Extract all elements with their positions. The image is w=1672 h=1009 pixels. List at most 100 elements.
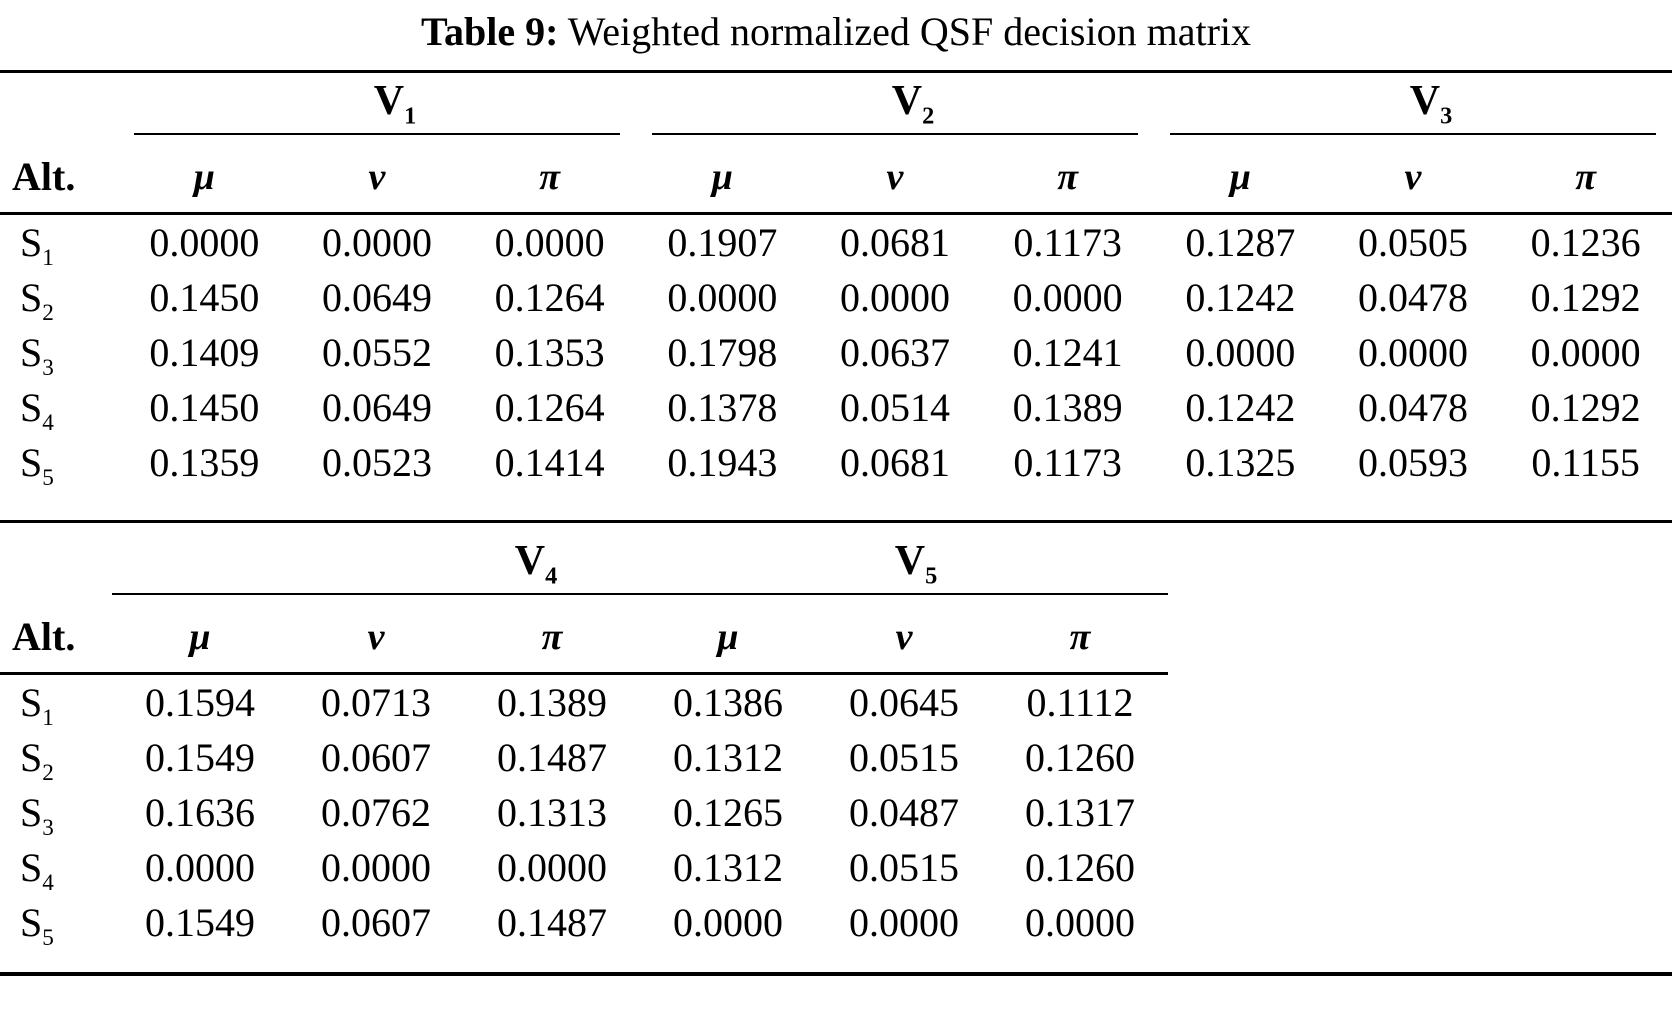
value-cell: 0.1487 (497, 900, 607, 945)
value-cell: 0.1264 (494, 385, 605, 430)
value-cell: 0.1312 (673, 845, 783, 890)
value-cell: 0.1409 (149, 330, 260, 375)
row-label-fraktur-S: S4 (20, 845, 54, 896)
row-label-fraktur-S: S4 (20, 385, 54, 436)
value-cell: 0.0000 (1530, 330, 1641, 375)
col-header-greek: π (464, 595, 640, 675)
value-cell: 0.0681 (839, 220, 950, 265)
col-header-greek: μ (636, 135, 809, 215)
value-cell: 0.0552 (321, 330, 432, 375)
value-cell: 0.0000 (145, 845, 255, 890)
value-cell: 0.1264 (494, 275, 605, 320)
value-cell: 0.1594 (145, 680, 255, 725)
value-cell: 0.1265 (673, 790, 783, 835)
decision-matrix-table-lower: V4 V5 Alt. μ ν π μ ν π S1 0.1594 0.0713 … (0, 535, 1672, 976)
value-cell: 0.0607 (321, 900, 431, 945)
value-cell: 0.1313 (497, 790, 607, 835)
value-cell: 0.1112 (1026, 680, 1134, 725)
value-cell: 0.0000 (667, 275, 778, 320)
col-header-greek: π (981, 135, 1154, 215)
value-cell: 0.1292 (1530, 385, 1641, 430)
table-caption-text: Weighted normalized QSF decision matrix (567, 9, 1252, 54)
value-cell: 0.1386 (673, 680, 783, 725)
col-header-greek: μ (640, 595, 816, 675)
value-cell: 0.1287 (1185, 220, 1296, 265)
value-cell: 0.1450 (149, 385, 260, 430)
alt-column-header: Alt. (0, 595, 112, 675)
value-cell: 0.1173 (1013, 440, 1122, 485)
group-header-fraktur-V1: V1 (118, 75, 636, 135)
col-header-greek: μ (1154, 135, 1327, 215)
value-cell: 0.0523 (321, 440, 432, 485)
col-header-greek: ν (816, 595, 992, 675)
value-cell: 0.1636 (145, 790, 255, 835)
col-header-greek: ν (1326, 135, 1500, 215)
value-cell: 0.0487 (849, 790, 959, 835)
table-caption: Table 9: Weighted normalized QSF decisio… (0, 0, 1672, 56)
col-header-greek: μ (118, 135, 291, 215)
value-cell: 0.0000 (321, 845, 431, 890)
value-cell: 0.0000 (1185, 330, 1296, 375)
value-cell: 0.0515 (849, 845, 959, 890)
col-header-greek: ν (288, 595, 464, 675)
value-cell: 0.1242 (1185, 275, 1296, 320)
value-cell: 0.0514 (839, 385, 950, 430)
value-cell: 0.0000 (321, 220, 432, 265)
value-cell: 0.0478 (1357, 385, 1468, 430)
value-cell: 0.1907 (667, 220, 778, 265)
row-label-fraktur-S: S1 (20, 680, 54, 731)
value-cell: 0.1943 (667, 440, 778, 485)
row-label-fraktur-S: S2 (20, 275, 54, 326)
value-cell: 0.1389 (1012, 385, 1123, 430)
value-cell: 0.0000 (673, 900, 783, 945)
value-cell: 0.1389 (497, 680, 607, 725)
value-cell: 0.1173 (1013, 220, 1122, 265)
value-cell: 0.0637 (839, 330, 950, 375)
value-cell: 0.0649 (321, 275, 432, 320)
value-cell: 0.0000 (1025, 900, 1135, 945)
alt-column-header: Alt. (0, 135, 118, 215)
value-cell: 0.1236 (1530, 220, 1641, 265)
value-cell: 0.0762 (321, 790, 431, 835)
value-cell: 0.1359 (149, 440, 260, 485)
value-cell: 0.1353 (494, 330, 605, 375)
value-cell: 0.0505 (1357, 220, 1468, 265)
col-header-greek: ν (808, 135, 982, 215)
value-cell: 0.1549 (145, 900, 255, 945)
value-cell: 0.0000 (497, 845, 607, 890)
value-cell: 0.1487 (497, 735, 607, 780)
value-cell: 0.0713 (321, 680, 431, 725)
value-cell: 0.1450 (149, 275, 260, 320)
group-header-fraktur-V2: V2 (636, 75, 1154, 135)
value-cell: 0.1260 (1025, 735, 1135, 780)
value-cell: 0.1414 (494, 440, 605, 485)
value-cell: 0.1242 (1185, 385, 1296, 430)
value-cell: 0.0000 (1357, 330, 1468, 375)
row-label-fraktur-S: S5 (20, 900, 54, 951)
value-cell: 0.1798 (667, 330, 778, 375)
value-cell: 0.0000 (839, 275, 950, 320)
row-label-fraktur-S: S1 (20, 220, 54, 271)
value-cell: 0.1312 (673, 735, 783, 780)
row-label-fraktur-S: S5 (20, 440, 54, 491)
group-header-band: V4 V5 (112, 535, 1168, 595)
value-cell: 0.0478 (1357, 275, 1468, 320)
group-header-fraktur-V4: V4 (514, 538, 558, 590)
value-cell: 0.0681 (839, 440, 950, 485)
row-label-fraktur-S: S2 (20, 735, 54, 786)
value-cell: 0.0593 (1357, 440, 1468, 485)
value-cell: 0.1317 (1025, 790, 1135, 835)
value-cell: 0.0515 (849, 735, 959, 780)
value-cell: 0.1155 (1531, 440, 1640, 485)
col-header-greek: π (992, 595, 1168, 675)
value-cell: 0.1241 (1012, 330, 1123, 375)
value-cell: 0.1549 (145, 735, 255, 780)
value-cell: 0.0649 (321, 385, 432, 430)
table-number-label: Table 9: (420, 9, 559, 54)
row-label-fraktur-S: S3 (20, 330, 54, 381)
value-cell: 0.1292 (1530, 275, 1641, 320)
col-header-greek: ν (290, 135, 464, 215)
col-header-greek: π (463, 135, 636, 215)
group-header-fraktur-V3: V3 (1154, 75, 1672, 135)
